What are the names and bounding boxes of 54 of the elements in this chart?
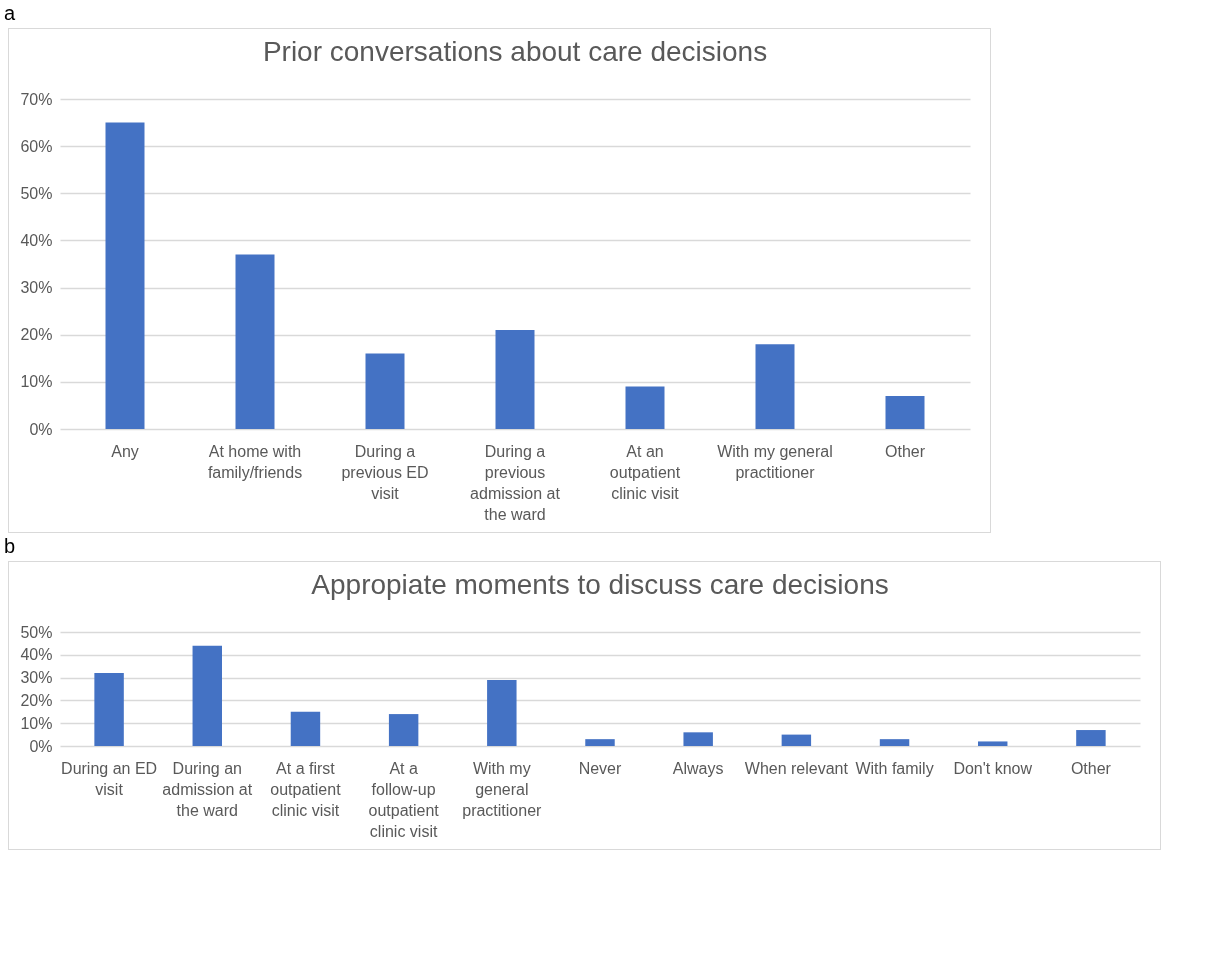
bar: [683, 732, 713, 746]
bar: [885, 396, 925, 429]
x-tick-label: With my general practitioner: [462, 759, 543, 819]
x-tick-label: With my general practitioner: [717, 442, 833, 481]
bar: [781, 734, 812, 746]
x-tick-label: When relevant: [744, 759, 849, 777]
x-tick-label: Don't know: [953, 759, 1033, 777]
x-tick-label: With family: [855, 759, 934, 777]
y-tick-label: 40%: [20, 231, 53, 249]
y-tick-label: 50%: [20, 623, 53, 641]
bar: [487, 679, 517, 746]
x-tick-label: Any: [111, 442, 139, 460]
bar: [755, 344, 795, 429]
bar: [625, 386, 665, 429]
y-tick-label: 70%: [20, 90, 53, 108]
bar: [192, 645, 222, 746]
y-tick-label: 10%: [20, 714, 53, 732]
bar: [235, 254, 275, 429]
bar: [365, 353, 405, 429]
x-tick-label: Other: [884, 442, 926, 460]
x-tick-label: At a follow-up outpatient clinic visit: [368, 759, 440, 840]
x-tick-label: Always: [672, 759, 724, 777]
bar: [388, 714, 419, 746]
x-tick-label: During a previous ED visit: [341, 442, 429, 502]
bar: [495, 330, 535, 429]
x-tick-label: At home with family/friends: [207, 442, 303, 481]
y-tick-label: 20%: [20, 691, 53, 709]
y-tick-label: 40%: [20, 646, 53, 664]
x-tick-label: During an ED visit: [61, 759, 158, 798]
bar: [290, 711, 321, 746]
x-tick-label: Never: [578, 759, 623, 777]
y-tick-label: 60%: [20, 137, 53, 155]
x-tick-label: Other: [1070, 759, 1112, 777]
bar: [105, 122, 145, 429]
y-tick-label: 0%: [29, 737, 53, 755]
text: a: [4, 2, 17, 24]
y-tick-label: 50%: [20, 184, 53, 202]
bar: [585, 739, 615, 746]
text: b: [4, 535, 17, 557]
bar: [1076, 730, 1106, 746]
y-tick-label: 20%: [20, 326, 53, 344]
chart-title: Prior conversations about care decisions: [262, 36, 768, 67]
bar: [879, 739, 910, 746]
y-tick-label: 10%: [20, 373, 53, 391]
bar: [94, 673, 124, 746]
x-tick-label: At an outpatient clinic visit: [609, 442, 681, 502]
y-tick-label: 0%: [29, 420, 53, 438]
x-tick-label: During a previous admission at the ward: [470, 442, 561, 523]
y-tick-label: 30%: [20, 279, 53, 297]
y-tick-label: 30%: [20, 669, 53, 687]
chart-title: Appropiate moments to discuss care decisions: [311, 569, 889, 600]
x-tick-label: At a first outpatient clinic visit: [270, 759, 342, 819]
bar: [978, 741, 1008, 746]
x-tick-label: During an admission at the ward: [162, 759, 253, 819]
